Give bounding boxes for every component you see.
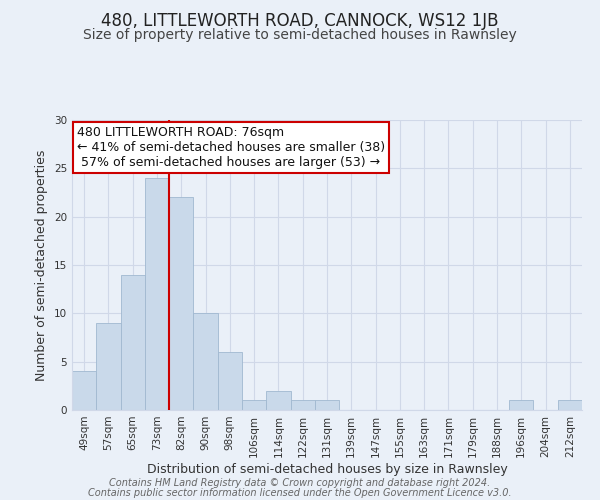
Bar	[509, 400, 533, 410]
X-axis label: Distribution of semi-detached houses by size in Rawnsley: Distribution of semi-detached houses by …	[146, 462, 508, 475]
Bar	[558, 400, 582, 410]
Text: 480 LITTLEWORTH ROAD: 76sqm
← 41% of semi-detached houses are smaller (38)
 57% : 480 LITTLEWORTH ROAD: 76sqm ← 41% of sem…	[77, 126, 385, 169]
Text: Contains public sector information licensed under the Open Government Licence v3: Contains public sector information licen…	[88, 488, 512, 498]
Text: Size of property relative to semi-detached houses in Rawnsley: Size of property relative to semi-detach…	[83, 28, 517, 42]
Bar	[315, 400, 339, 410]
Bar	[290, 400, 315, 410]
Bar	[193, 314, 218, 410]
Y-axis label: Number of semi-detached properties: Number of semi-detached properties	[35, 150, 49, 380]
Bar	[96, 323, 121, 410]
Text: Contains HM Land Registry data © Crown copyright and database right 2024.: Contains HM Land Registry data © Crown c…	[109, 478, 491, 488]
Bar	[218, 352, 242, 410]
Bar	[169, 198, 193, 410]
Bar	[242, 400, 266, 410]
Bar	[145, 178, 169, 410]
Bar	[72, 372, 96, 410]
Bar	[266, 390, 290, 410]
Bar	[121, 274, 145, 410]
Text: 480, LITTLEWORTH ROAD, CANNOCK, WS12 1JB: 480, LITTLEWORTH ROAD, CANNOCK, WS12 1JB	[101, 12, 499, 30]
